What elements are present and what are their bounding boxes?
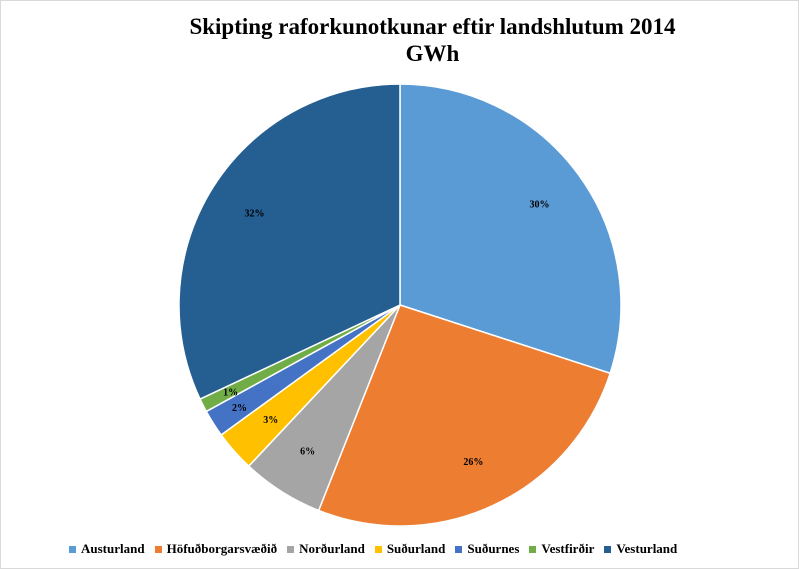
chart-title: Skipting raforkunotkunar eftir landshlut… (189, 14, 676, 39)
legend-item: Suðurland (374, 541, 446, 557)
pie-slice-vesturland (178, 83, 401, 401)
legend-item: Höfuðborgarsvæðið (154, 541, 278, 557)
chart-legend: Austurland Höfuðborgarsvæðið Norðurland Suð… (69, 540, 739, 558)
pie-slice-austurland (399, 83, 622, 375)
legend-swatch (455, 545, 463, 553)
legend-swatch (529, 545, 537, 553)
pie-label-vestfir-ir: 1% (223, 387, 238, 398)
legend-swatch (604, 545, 612, 553)
pie-label-austurland: 30% (529, 200, 549, 211)
legend-swatch (287, 545, 295, 553)
legend-label: Vestfirðir (541, 541, 595, 556)
legend-label: Suðurnes (467, 541, 520, 556)
legend-swatch (374, 545, 382, 553)
legend-item: Norðurland (287, 541, 365, 557)
legend-item: Vesturland (604, 541, 677, 557)
legend-item: Austurland (69, 541, 145, 557)
legend-swatch (154, 545, 162, 553)
pie-slice-h-fu-borgarsv-i- (317, 304, 612, 527)
legend-label: Höfuðborgarsvæðið (166, 541, 278, 556)
pie-label-h-fu-borgarsv-i-: 26% (463, 457, 483, 468)
legend-item: Suðurnes (455, 541, 519, 557)
legend-label: Vesturland (616, 541, 678, 556)
pie-label-su-urland: 3% (263, 415, 278, 426)
pie-label-su-urnes: 2% (232, 403, 247, 414)
legend-label: Austurland (81, 541, 145, 556)
legend-label: Norðurland (299, 541, 365, 556)
pie-label-vesturland: 32% (244, 209, 264, 220)
legend-swatch (69, 545, 76, 553)
legend-label: Suðurland (386, 541, 446, 556)
chart-subtitle: GWh (405, 41, 460, 66)
legend-item: Vestfirðir (529, 541, 594, 557)
chart-title-block: Skipting raforkunotkunar eftir landshlut… (1, 13, 798, 67)
pie-label-nor-urland: 6% (300, 447, 315, 458)
